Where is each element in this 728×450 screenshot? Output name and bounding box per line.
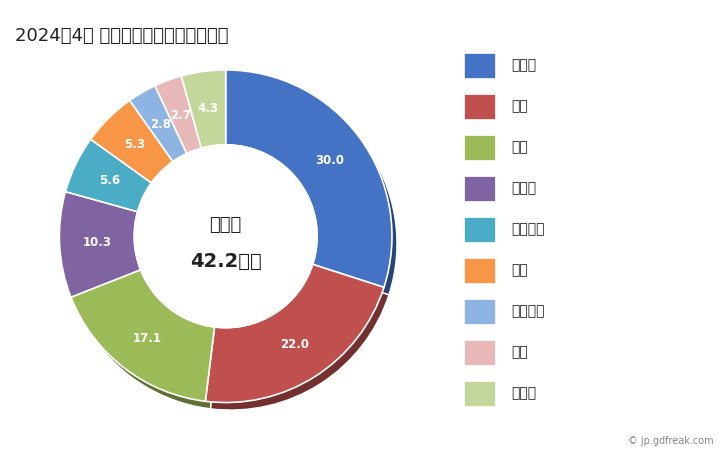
Text: タイ: タイ	[511, 346, 528, 360]
Text: 台湾: 台湾	[511, 264, 528, 278]
Text: 中国: 中国	[511, 99, 528, 113]
Text: 2.8: 2.8	[150, 118, 171, 131]
Text: トルコ: トルコ	[511, 181, 537, 195]
Wedge shape	[95, 108, 178, 190]
Circle shape	[134, 145, 317, 328]
FancyBboxPatch shape	[464, 176, 495, 202]
FancyBboxPatch shape	[464, 257, 495, 284]
Text: その他: その他	[511, 387, 537, 400]
Text: 4.3: 4.3	[198, 102, 219, 115]
Text: オランダ: オランダ	[511, 305, 545, 319]
FancyBboxPatch shape	[464, 135, 495, 160]
Text: 米国: 米国	[511, 140, 528, 154]
Wedge shape	[155, 76, 201, 153]
Wedge shape	[186, 77, 231, 156]
Wedge shape	[160, 83, 206, 161]
Text: イタリア: イタリア	[511, 222, 545, 237]
Wedge shape	[60, 192, 141, 297]
Wedge shape	[76, 277, 220, 409]
Text: © jp.gdfreak.com: © jp.gdfreak.com	[628, 436, 713, 446]
Wedge shape	[64, 199, 146, 305]
Text: 総　額: 総 額	[210, 216, 242, 234]
Text: インド: インド	[511, 58, 537, 72]
Text: 30.0: 30.0	[315, 154, 344, 167]
Text: 5.3: 5.3	[124, 138, 146, 151]
Wedge shape	[205, 264, 384, 403]
Wedge shape	[135, 93, 191, 169]
Text: 42.2億円: 42.2億円	[190, 252, 261, 271]
FancyBboxPatch shape	[464, 94, 495, 119]
Text: 2024年4月 輸出相手国のシェア（％）: 2024年4月 輸出相手国のシェア（％）	[15, 27, 228, 45]
Wedge shape	[90, 100, 173, 183]
Text: 22.0: 22.0	[280, 338, 309, 351]
FancyBboxPatch shape	[464, 299, 495, 324]
Wedge shape	[130, 86, 187, 162]
Text: 17.1: 17.1	[132, 332, 162, 345]
Text: 5.6: 5.6	[99, 174, 120, 187]
Wedge shape	[231, 77, 397, 295]
Wedge shape	[71, 147, 157, 219]
Text: 2.7: 2.7	[170, 109, 191, 122]
Wedge shape	[226, 70, 392, 288]
FancyBboxPatch shape	[464, 340, 495, 365]
Wedge shape	[66, 139, 151, 212]
FancyBboxPatch shape	[464, 381, 495, 406]
FancyBboxPatch shape	[464, 216, 495, 243]
Wedge shape	[181, 70, 226, 148]
Text: 10.3: 10.3	[82, 236, 111, 249]
Wedge shape	[210, 272, 389, 410]
FancyBboxPatch shape	[464, 53, 495, 78]
Wedge shape	[71, 270, 215, 401]
